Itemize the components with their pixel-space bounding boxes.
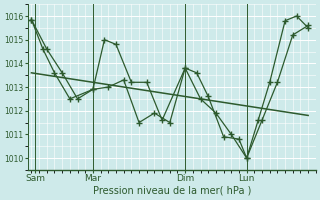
X-axis label: Pression niveau de la mer( hPa ): Pression niveau de la mer( hPa ) bbox=[92, 186, 251, 196]
